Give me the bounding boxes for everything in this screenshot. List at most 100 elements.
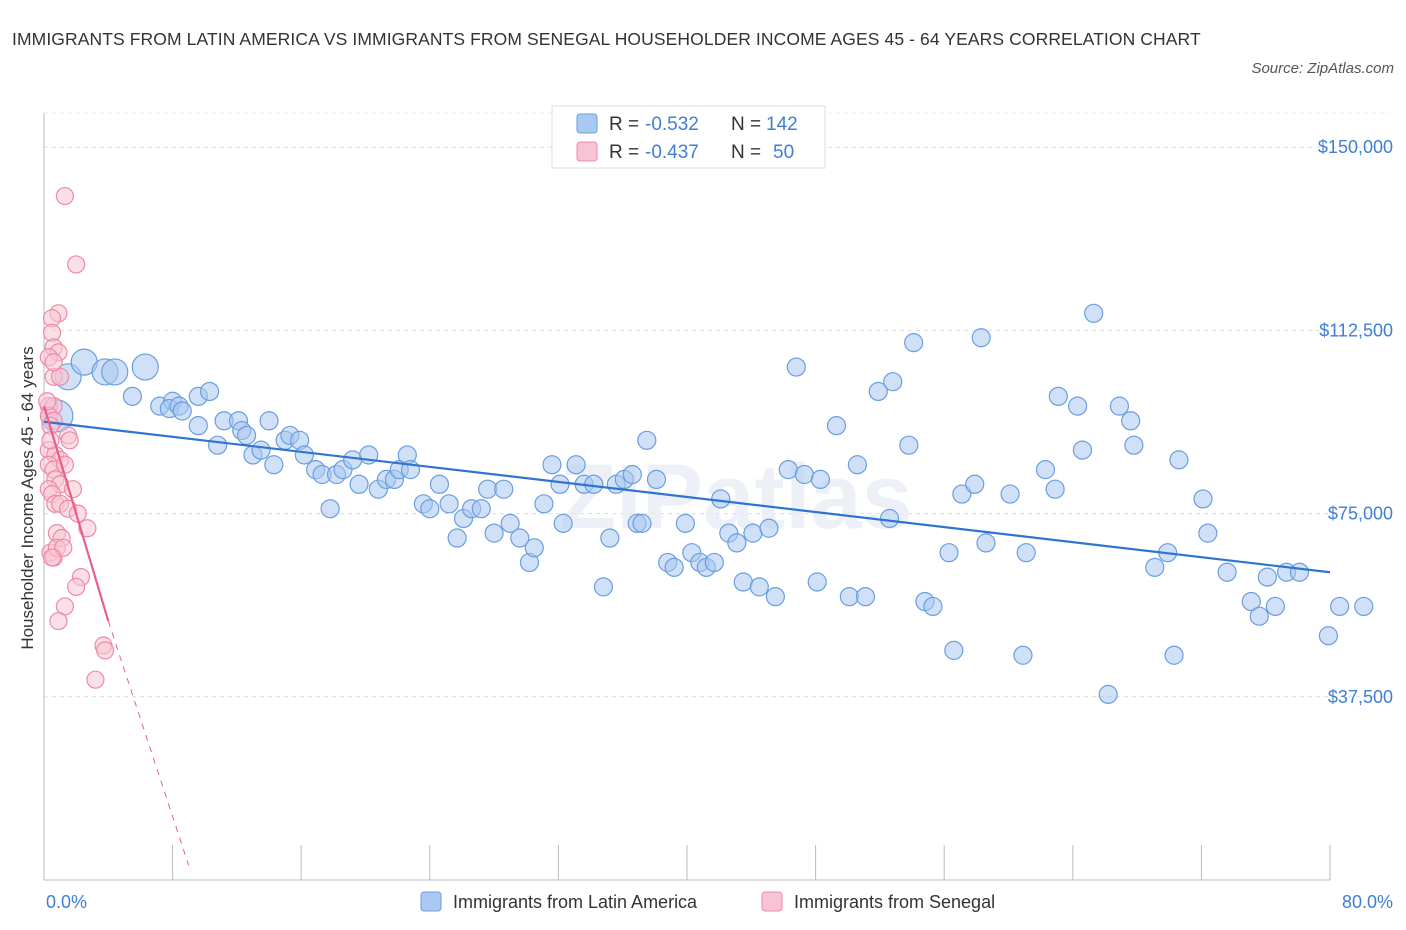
data-point-latin-america — [971, 328, 991, 348]
legend-r-label: R = — [609, 142, 639, 163]
data-point-latin-america — [883, 372, 903, 392]
data-point-latin-america — [320, 499, 340, 519]
data-point-latin-america — [622, 464, 642, 485]
data-point-latin-america — [826, 416, 847, 436]
data-point-latin-america — [1045, 479, 1065, 499]
data-point-latin-america — [1121, 411, 1141, 431]
data-point-senegal — [67, 255, 86, 274]
data-point-senegal — [60, 431, 79, 450]
data-point-latin-america — [1048, 386, 1068, 406]
legend-swatch-senegal — [761, 891, 783, 912]
data-point-latin-america — [236, 425, 257, 446]
data-point-latin-america — [172, 401, 192, 421]
data-point-latin-america — [765, 587, 786, 607]
data-point-latin-america — [786, 357, 806, 377]
data-point-latin-america — [675, 513, 695, 533]
grid-lines — [44, 112, 1390, 698]
data-point-latin-america — [1124, 435, 1144, 455]
data-point-latin-america — [1241, 591, 1261, 612]
legend-r-label: R = — [609, 114, 639, 135]
data-point-senegal — [38, 392, 57, 411]
legend-n-value-blue: 142 — [766, 114, 798, 135]
data-point-latin-america — [1289, 562, 1310, 582]
source-label: Source: ZipAtlas.com — [1251, 60, 1394, 77]
legend-swatch-latin-america — [420, 891, 442, 912]
y-tick-labels: $37,500 $75,000 $112,500 $150,000 — [1318, 137, 1393, 707]
data-point-latin-america — [294, 445, 315, 465]
data-point-latin-america — [727, 533, 747, 553]
data-point-senegal — [67, 577, 86, 596]
data-point-latin-america — [923, 596, 943, 617]
data-point-latin-america — [778, 460, 798, 480]
data-point-latin-america — [264, 455, 284, 475]
data-point-latin-america — [429, 474, 450, 494]
legend-n-label: N = — [731, 142, 761, 163]
chart-title: IMMIGRANTS FROM LATIN AMERICA VS IMMIGRA… — [12, 29, 1201, 49]
data-point-latin-america — [904, 333, 924, 353]
data-point-latin-america — [1198, 523, 1218, 543]
data-point-senegal — [86, 670, 105, 689]
legend-r-value-blue: -0.532 — [645, 114, 699, 135]
data-point-latin-america — [471, 499, 491, 519]
legend-r-value-pink: -0.437 — [645, 142, 699, 163]
trend-extension-senegal — [107, 620, 190, 866]
data-point-latin-america — [632, 513, 652, 533]
data-point-latin-america — [944, 640, 964, 660]
data-point-latin-america — [1330, 596, 1350, 617]
legend-label-latin-america: Immigrants from Latin America — [453, 892, 698, 912]
data-point-latin-america — [976, 533, 996, 553]
x-tick-label: 0.0% — [46, 892, 87, 912]
series-senegal — [38, 186, 115, 689]
stats-legend-box — [551, 105, 826, 169]
data-point-latin-america — [600, 528, 620, 548]
data-point-latin-america — [208, 435, 228, 455]
data-point-latin-america — [420, 499, 440, 519]
data-point-latin-america — [1084, 303, 1104, 323]
y-tick-label: $150,000 — [1318, 137, 1393, 157]
data-point-latin-america — [879, 508, 900, 529]
data-point-latin-america — [1164, 645, 1184, 665]
data-point-latin-america — [1016, 543, 1036, 563]
data-point-latin-america — [759, 518, 779, 538]
data-point-latin-america — [122, 386, 143, 406]
data-point-senegal — [49, 611, 68, 631]
data-point-latin-america — [478, 479, 498, 499]
data-point-latin-america — [749, 577, 769, 597]
data-point-latin-america — [637, 430, 657, 450]
data-point-latin-america — [939, 543, 959, 563]
data-point-latin-america — [807, 572, 827, 592]
data-point-latin-america — [259, 411, 279, 431]
data-point-latin-america — [1109, 396, 1130, 416]
legend-label-senegal: Immigrants from Senegal — [794, 892, 995, 912]
series-latin-america — [40, 303, 1374, 704]
data-point-latin-america — [1318, 626, 1338, 646]
y-tick-label: $37,500 — [1328, 687, 1393, 707]
data-point-latin-america — [349, 474, 369, 494]
data-point-latin-america — [500, 513, 520, 533]
data-point-latin-america — [1249, 606, 1269, 626]
data-point-latin-america — [1257, 567, 1277, 587]
data-point-senegal — [78, 519, 97, 538]
legend-swatch-blue — [576, 113, 598, 134]
data-point-latin-america — [868, 381, 888, 402]
data-point-latin-america — [553, 513, 573, 533]
data-point-senegal — [42, 548, 62, 567]
data-point-latin-america — [534, 494, 554, 514]
data-point-latin-america — [343, 450, 363, 470]
x-tick-labels: 0.0% 80.0% — [46, 892, 1393, 912]
trend-lines — [42, 405, 1331, 866]
data-point-latin-america — [1265, 596, 1285, 617]
data-point-latin-america — [447, 528, 467, 548]
data-point-latin-america — [542, 455, 562, 475]
data-point-senegal — [55, 186, 74, 206]
y-axis-label: Householder Income Ages 45 - 64 years — [18, 346, 37, 649]
trend-line-senegal — [42, 405, 110, 622]
data-point-latin-america — [524, 538, 544, 558]
data-point-latin-america — [646, 469, 667, 490]
data-point-latin-america — [952, 484, 972, 504]
data-point-latin-america — [711, 489, 731, 509]
data-point-latin-america — [439, 494, 459, 514]
data-point-latin-america — [566, 455, 586, 475]
data-point-latin-america — [839, 587, 859, 607]
data-point-latin-america — [1068, 396, 1088, 416]
